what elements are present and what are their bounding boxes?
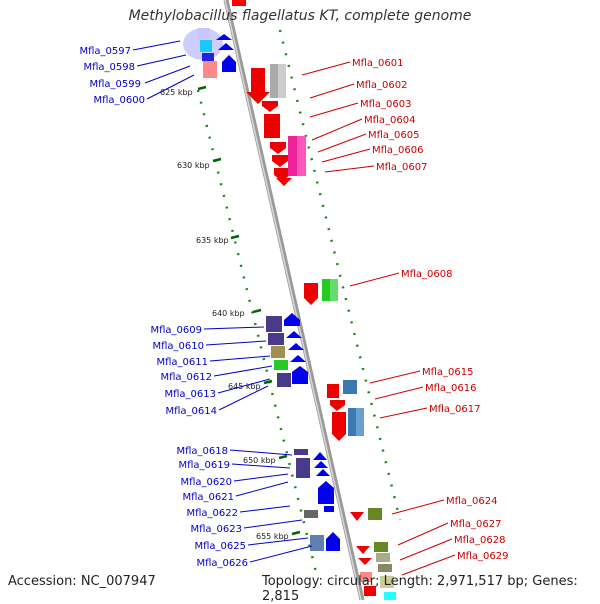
left-gene-labels: Mfla_0597 Mfla_0598 Mfla_0599 Mfla_0600 … <box>79 46 248 569</box>
right-gene-labels: Mfla_0601 Mfla_0602 Mfla_0603 Mfla_0604 … <box>352 58 509 562</box>
gene-label: Mfla_0608 <box>401 269 453 280</box>
scale-label: 640 kbp <box>212 309 245 318</box>
gene-label: Mfla_0601 <box>352 58 404 69</box>
right-leader-lines <box>301 61 456 576</box>
scale-label: 655 kbp <box>256 532 289 541</box>
scale-ticks <box>197 85 301 536</box>
gene-label: Mfla_0612 <box>160 372 212 383</box>
gene-label: Mfla_0629 <box>457 551 509 562</box>
gene-label: Mfla_0619 <box>178 460 230 471</box>
gene-label: Mfla_0627 <box>450 519 502 530</box>
gene-label: Mfla_0626 <box>196 558 248 569</box>
gene-label: Mfla_0615 <box>422 367 474 378</box>
gene-label: Mfla_0623 <box>190 524 242 535</box>
gene-label: Mfla_0613 <box>164 389 216 400</box>
gene-label: Mfla_0610 <box>152 341 204 352</box>
gene-label: Mfla_0622 <box>186 508 238 519</box>
gene-label: Mfla_0597 <box>79 46 131 57</box>
left-gene-features <box>197 28 340 551</box>
gene-label: Mfla_0620 <box>180 477 232 488</box>
right-gene-features <box>246 64 396 600</box>
genome-backbone <box>223 0 365 600</box>
gene-label: Mfla_0604 <box>364 115 416 126</box>
gene-label: Mfla_0599 <box>89 79 141 90</box>
left-leader-lines <box>132 40 313 563</box>
gene-label: Mfla_0598 <box>83 62 135 73</box>
gene-label: Mfla_0600 <box>93 95 145 106</box>
top-gene-marker <box>232 0 246 6</box>
genome-backbone-highlight <box>224 0 362 600</box>
gene-label: Mfla_0624 <box>446 496 498 507</box>
gene-label: Mfla_0603 <box>360 99 412 110</box>
scale-label: 625 kbp <box>160 88 193 97</box>
gene-label: Mfla_0621 <box>182 492 234 503</box>
gene-label: Mfla_0614 <box>165 406 217 417</box>
gene-label: Mfla_0616 <box>425 383 477 394</box>
accession-text: Accession: NC_007947 <box>8 574 156 589</box>
scale-label: 635 kbp <box>196 236 229 245</box>
gene-label: Mfla_0606 <box>372 145 424 156</box>
right-dotted-track <box>278 29 402 521</box>
map-title: Methylobacillus flagellatus KT, complete… <box>128 8 472 24</box>
gene-label: Mfla_0609 <box>150 325 202 336</box>
gene-label: Mfla_0611 <box>156 357 208 368</box>
scale-labels: 625 kbp 630 kbp 635 kbp 640 kbp 645 kbp … <box>160 88 289 541</box>
scale-label: 650 kbp <box>243 456 276 465</box>
gene-label: Mfla_0628 <box>454 535 506 546</box>
gene-label: Mfla_0625 <box>194 541 246 552</box>
gene-label: Mfla_0602 <box>356 80 408 91</box>
gene-label: Mfla_0605 <box>368 130 420 141</box>
gene-label: Mfla_0607 <box>376 162 428 173</box>
gene-label: Mfla_0617 <box>429 404 481 415</box>
scale-label: 630 kbp <box>177 161 210 170</box>
gene-label: Mfla_0618 <box>176 446 228 457</box>
scale-label: 645 kbp <box>228 382 261 391</box>
